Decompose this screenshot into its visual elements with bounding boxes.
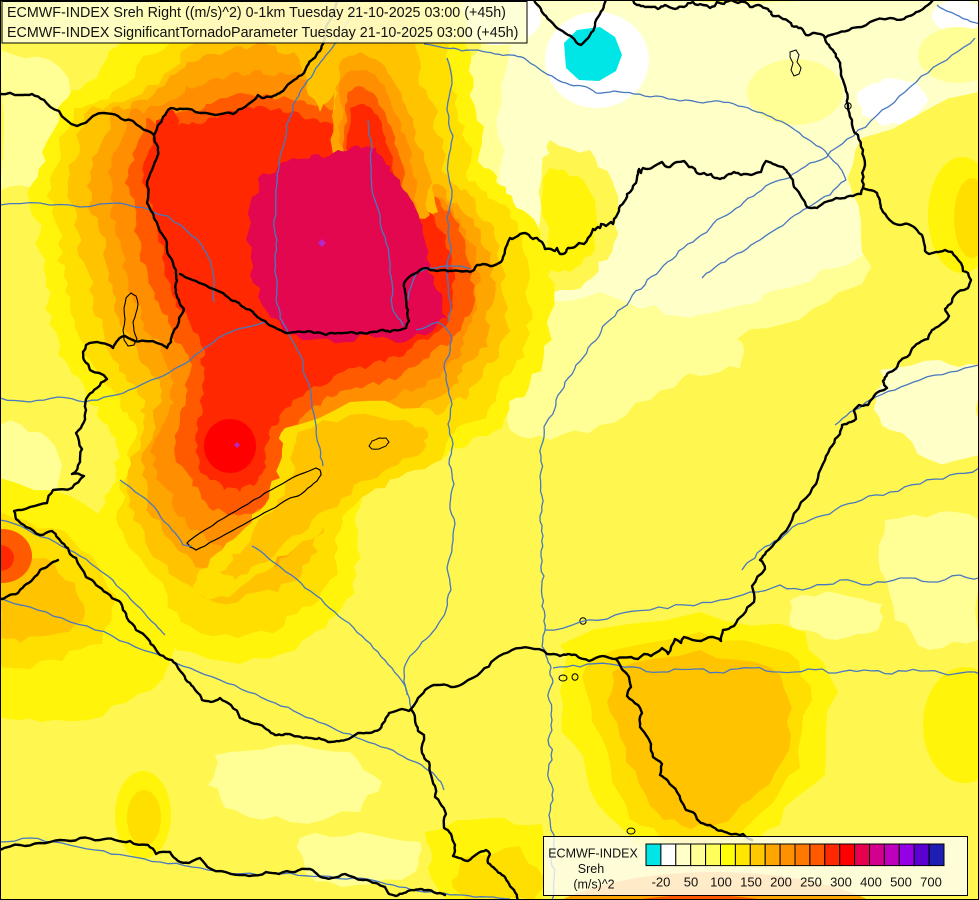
svg-text:ECMWF-INDEX SignificantTornado: ECMWF-INDEX SignificantTornadoParameter … (7, 25, 518, 41)
svg-text:300: 300 (830, 875, 852, 890)
svg-text:500: 500 (890, 875, 912, 890)
svg-text:250: 250 (800, 875, 822, 890)
svg-text:ECMWF-INDEX Sreh Right ((m/s)^: ECMWF-INDEX Sreh Right ((m/s)^2) 0-1km T… (7, 5, 506, 21)
svg-text:150: 150 (740, 875, 762, 890)
svg-text:400: 400 (860, 875, 882, 890)
svg-text:-20: -20 (652, 875, 671, 890)
svg-text:(m/s)^2: (m/s)^2 (573, 878, 614, 892)
svg-text:Sreh: Sreh (578, 862, 604, 876)
svg-text:ECMWF-INDEX: ECMWF-INDEX (548, 847, 638, 861)
svg-text:100: 100 (710, 875, 732, 890)
svg-text:200: 200 (770, 875, 792, 890)
svg-text:700: 700 (920, 875, 942, 890)
svg-text:50: 50 (684, 875, 698, 890)
